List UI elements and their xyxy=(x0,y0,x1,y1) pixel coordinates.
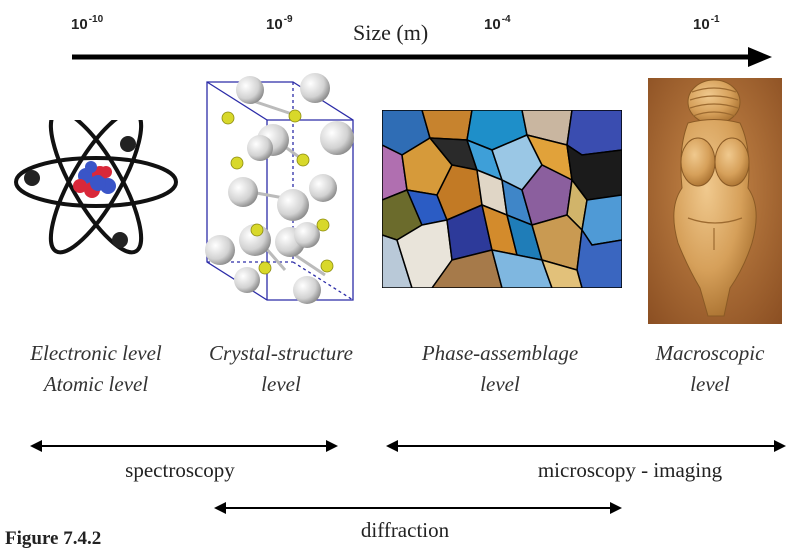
size-axis-arrow xyxy=(72,47,772,67)
level-label-crystal: Crystal-structure level xyxy=(188,338,374,400)
tick-label-1e-1: 10-1 xyxy=(693,14,720,33)
tick-label-1e-4: 10-4 xyxy=(484,14,511,33)
crystal-lattice-icon xyxy=(205,73,354,304)
level-label-line: Macroscopic xyxy=(655,341,765,365)
level-label-line: Phase-assemblage xyxy=(421,341,579,365)
level-label-line: level xyxy=(690,372,730,396)
imaging-range-arrow xyxy=(386,440,786,452)
level-label-line: Electronic level xyxy=(30,341,162,365)
thin-section-micrograph xyxy=(382,110,622,288)
method-label-spectroscopy: spectroscopy xyxy=(125,458,235,482)
tick-label-1e-9: 10-9 xyxy=(266,14,293,33)
axis-title: Size (m) xyxy=(353,20,429,45)
level-label-line: level xyxy=(261,372,301,396)
level-label-phase: Phase-assemblage level xyxy=(400,338,600,400)
diffraction-range-arrow xyxy=(214,502,622,514)
figurine-photo xyxy=(648,78,782,324)
level-label-atomic: Electronic level Atomic level xyxy=(10,338,182,400)
figure-caption: Figure 7.4.2 xyxy=(5,528,102,549)
nucleus xyxy=(73,161,116,198)
atom-icon xyxy=(14,120,178,255)
method-label-diffraction: diffraction xyxy=(360,518,450,542)
level-label-line: level xyxy=(480,372,520,396)
method-label-imaging: microscopy - imaging xyxy=(537,458,723,482)
tick-label-1e-10: 10-10 xyxy=(71,14,104,33)
level-label-line: Atomic level xyxy=(43,372,149,396)
level-label-macro: Macroscopic level xyxy=(630,338,790,400)
level-label-line: Crystal-structure xyxy=(209,341,353,365)
spectroscopy-range-arrow xyxy=(30,440,338,452)
